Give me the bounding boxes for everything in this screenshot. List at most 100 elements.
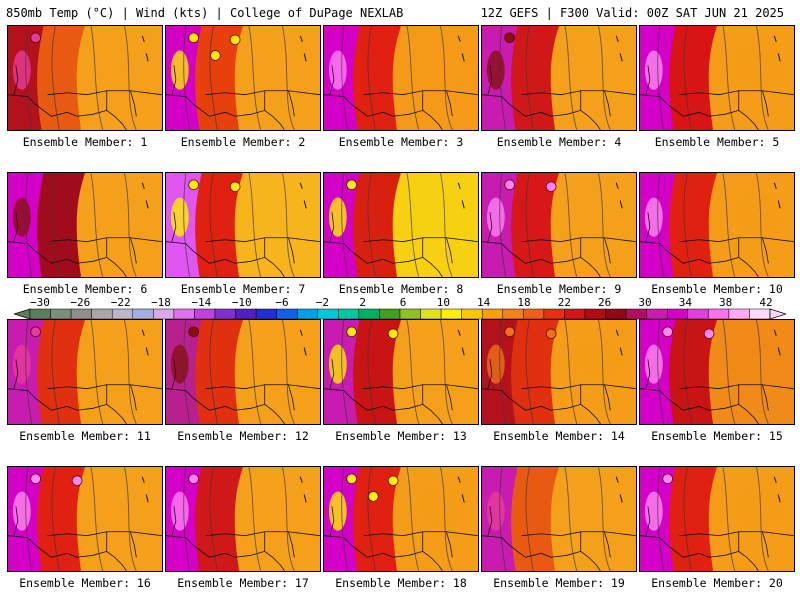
colorbar-tick-label: 34 (678, 296, 692, 309)
colorbar-segment (255, 308, 277, 320)
colorbar-segment (132, 308, 154, 320)
colorbar-tick-label: 26 (598, 296, 612, 309)
colorbar-segment (749, 308, 771, 320)
ensemble-member-map (323, 25, 479, 131)
temperature-field (324, 320, 478, 424)
colorbar-segment (440, 308, 462, 320)
ensemble-member-map (7, 466, 163, 572)
temperature-colorbar (14, 308, 786, 320)
colorbar-tick-label: −26 (70, 296, 91, 309)
colorbar-segment (687, 308, 709, 320)
run-valid-time: 12Z GEFS | F300 Valid: 00Z SAT JUN 21 20… (480, 6, 784, 20)
ensemble-member-label: Ensemble Member: 14 (493, 429, 625, 443)
ensemble-member-label: Ensemble Member: 5 (654, 135, 780, 149)
colorbar-tick-label: −10 (231, 296, 252, 309)
colorbar-low-arrow (14, 308, 31, 320)
temperature-field (166, 320, 320, 424)
ensemble-member-map (7, 25, 163, 131)
colorbar-segment (91, 308, 113, 320)
ensemble-member-map (165, 319, 321, 425)
colorbar-segment (153, 308, 175, 320)
colorbar-segment (296, 308, 319, 320)
colorbar-segment (481, 308, 504, 320)
colorbar-segment (70, 308, 92, 320)
ensemble-member-map (165, 466, 321, 572)
temperature-field (166, 467, 320, 571)
colorbar-tick-label: 30 (638, 296, 652, 309)
temperature-field (324, 467, 478, 571)
colorbar-segment (214, 308, 236, 320)
map-title: 850mb Temp (°C) | Wind (kts) | College o… (6, 6, 404, 20)
colorbar-high-arrow (769, 308, 786, 320)
ensemble-member-map (481, 319, 637, 425)
colorbar-tick-label: −2 (315, 296, 329, 309)
ensemble-member-map (481, 25, 637, 131)
colorbar-tick-labels: −30 −26 −22 −18 −14 −10 −6 −2 2 6 10 14 18 22 26 30 34 38… (0, 296, 800, 309)
colorbar-segment (666, 308, 689, 320)
colorbar-segment (564, 308, 586, 320)
temperature-field (324, 26, 478, 130)
colorbar-segment (29, 308, 51, 320)
ensemble-member-map (481, 172, 637, 278)
ensemble-member-label: Ensemble Member: 15 (651, 429, 783, 443)
ensemble-member-map (639, 172, 795, 278)
ensemble-member-label: Ensemble Member: 8 (338, 282, 464, 296)
ensemble-member-map (323, 466, 479, 572)
temperature-field (482, 26, 636, 130)
temperature-field (482, 467, 636, 571)
temperature-field (640, 320, 794, 424)
colorbar-segment (194, 308, 216, 320)
ensemble-member-map (7, 319, 163, 425)
colorbar-segment (276, 308, 298, 320)
temperature-field (482, 173, 636, 277)
ensemble-member-map (7, 172, 163, 278)
temperature-field (324, 173, 478, 277)
ensemble-member-label: Ensemble Member: 11 (19, 429, 151, 443)
temperature-field (166, 26, 320, 130)
temperature-field (640, 467, 794, 571)
temperature-field (166, 173, 320, 277)
ensemble-member-label: Ensemble Member: 17 (177, 576, 309, 590)
ensemble-member-map (323, 172, 479, 278)
colorbar-tick-label: 42 (759, 296, 773, 309)
temperature-field (8, 173, 162, 277)
colorbar-segment (338, 308, 360, 320)
ensemble-member-label: Ensemble Member: 18 (335, 576, 467, 590)
colorbar-tick-label: 6 (399, 296, 407, 309)
colorbar-segment (625, 308, 647, 320)
ensemble-member-map (639, 466, 795, 572)
colorbar-segment (399, 308, 421, 320)
colorbar-tick-label: 22 (557, 296, 571, 309)
colorbar-segment (502, 308, 524, 320)
colorbar-segment (111, 308, 134, 320)
colorbar-segment (173, 308, 195, 320)
ensemble-member-label: Ensemble Member: 7 (180, 282, 306, 296)
temperature-field (8, 26, 162, 130)
ensemble-member-label: Ensemble Member: 13 (335, 429, 467, 443)
ensemble-member-label: Ensemble Member: 16 (19, 576, 151, 590)
ensemble-member-label: Ensemble Member: 10 (651, 282, 783, 296)
colorbar-tick-label: −18 (151, 296, 171, 309)
colorbar-tick-label: −22 (110, 296, 131, 309)
colorbar-segment (461, 308, 483, 320)
colorbar-segment (605, 308, 627, 320)
ensemble-member-map (165, 25, 321, 131)
colorbar-tick-label: −30 (30, 296, 50, 309)
ensemble-member-label: Ensemble Member: 12 (177, 429, 309, 443)
colorbar-segment (358, 308, 380, 320)
ensemble-member-map (639, 319, 795, 425)
temperature-field (640, 173, 794, 277)
colorbar-tick-label: 2 (359, 296, 366, 309)
ensemble-member-label: Ensemble Member: 4 (496, 135, 622, 149)
temperature-field (8, 467, 162, 571)
colorbar-tick-label: −6 (275, 296, 289, 309)
ensemble-member-label: Ensemble Member: 3 (338, 135, 464, 149)
colorbar-segment (708, 308, 730, 320)
ensemble-member-map (323, 319, 479, 425)
temperature-field (482, 320, 636, 424)
temperature-field (8, 320, 162, 424)
colorbar-segment (420, 308, 442, 320)
temperature-field (640, 26, 794, 130)
colorbar-segment (646, 308, 668, 320)
ensemble-member-label: Ensemble Member: 2 (180, 135, 306, 149)
